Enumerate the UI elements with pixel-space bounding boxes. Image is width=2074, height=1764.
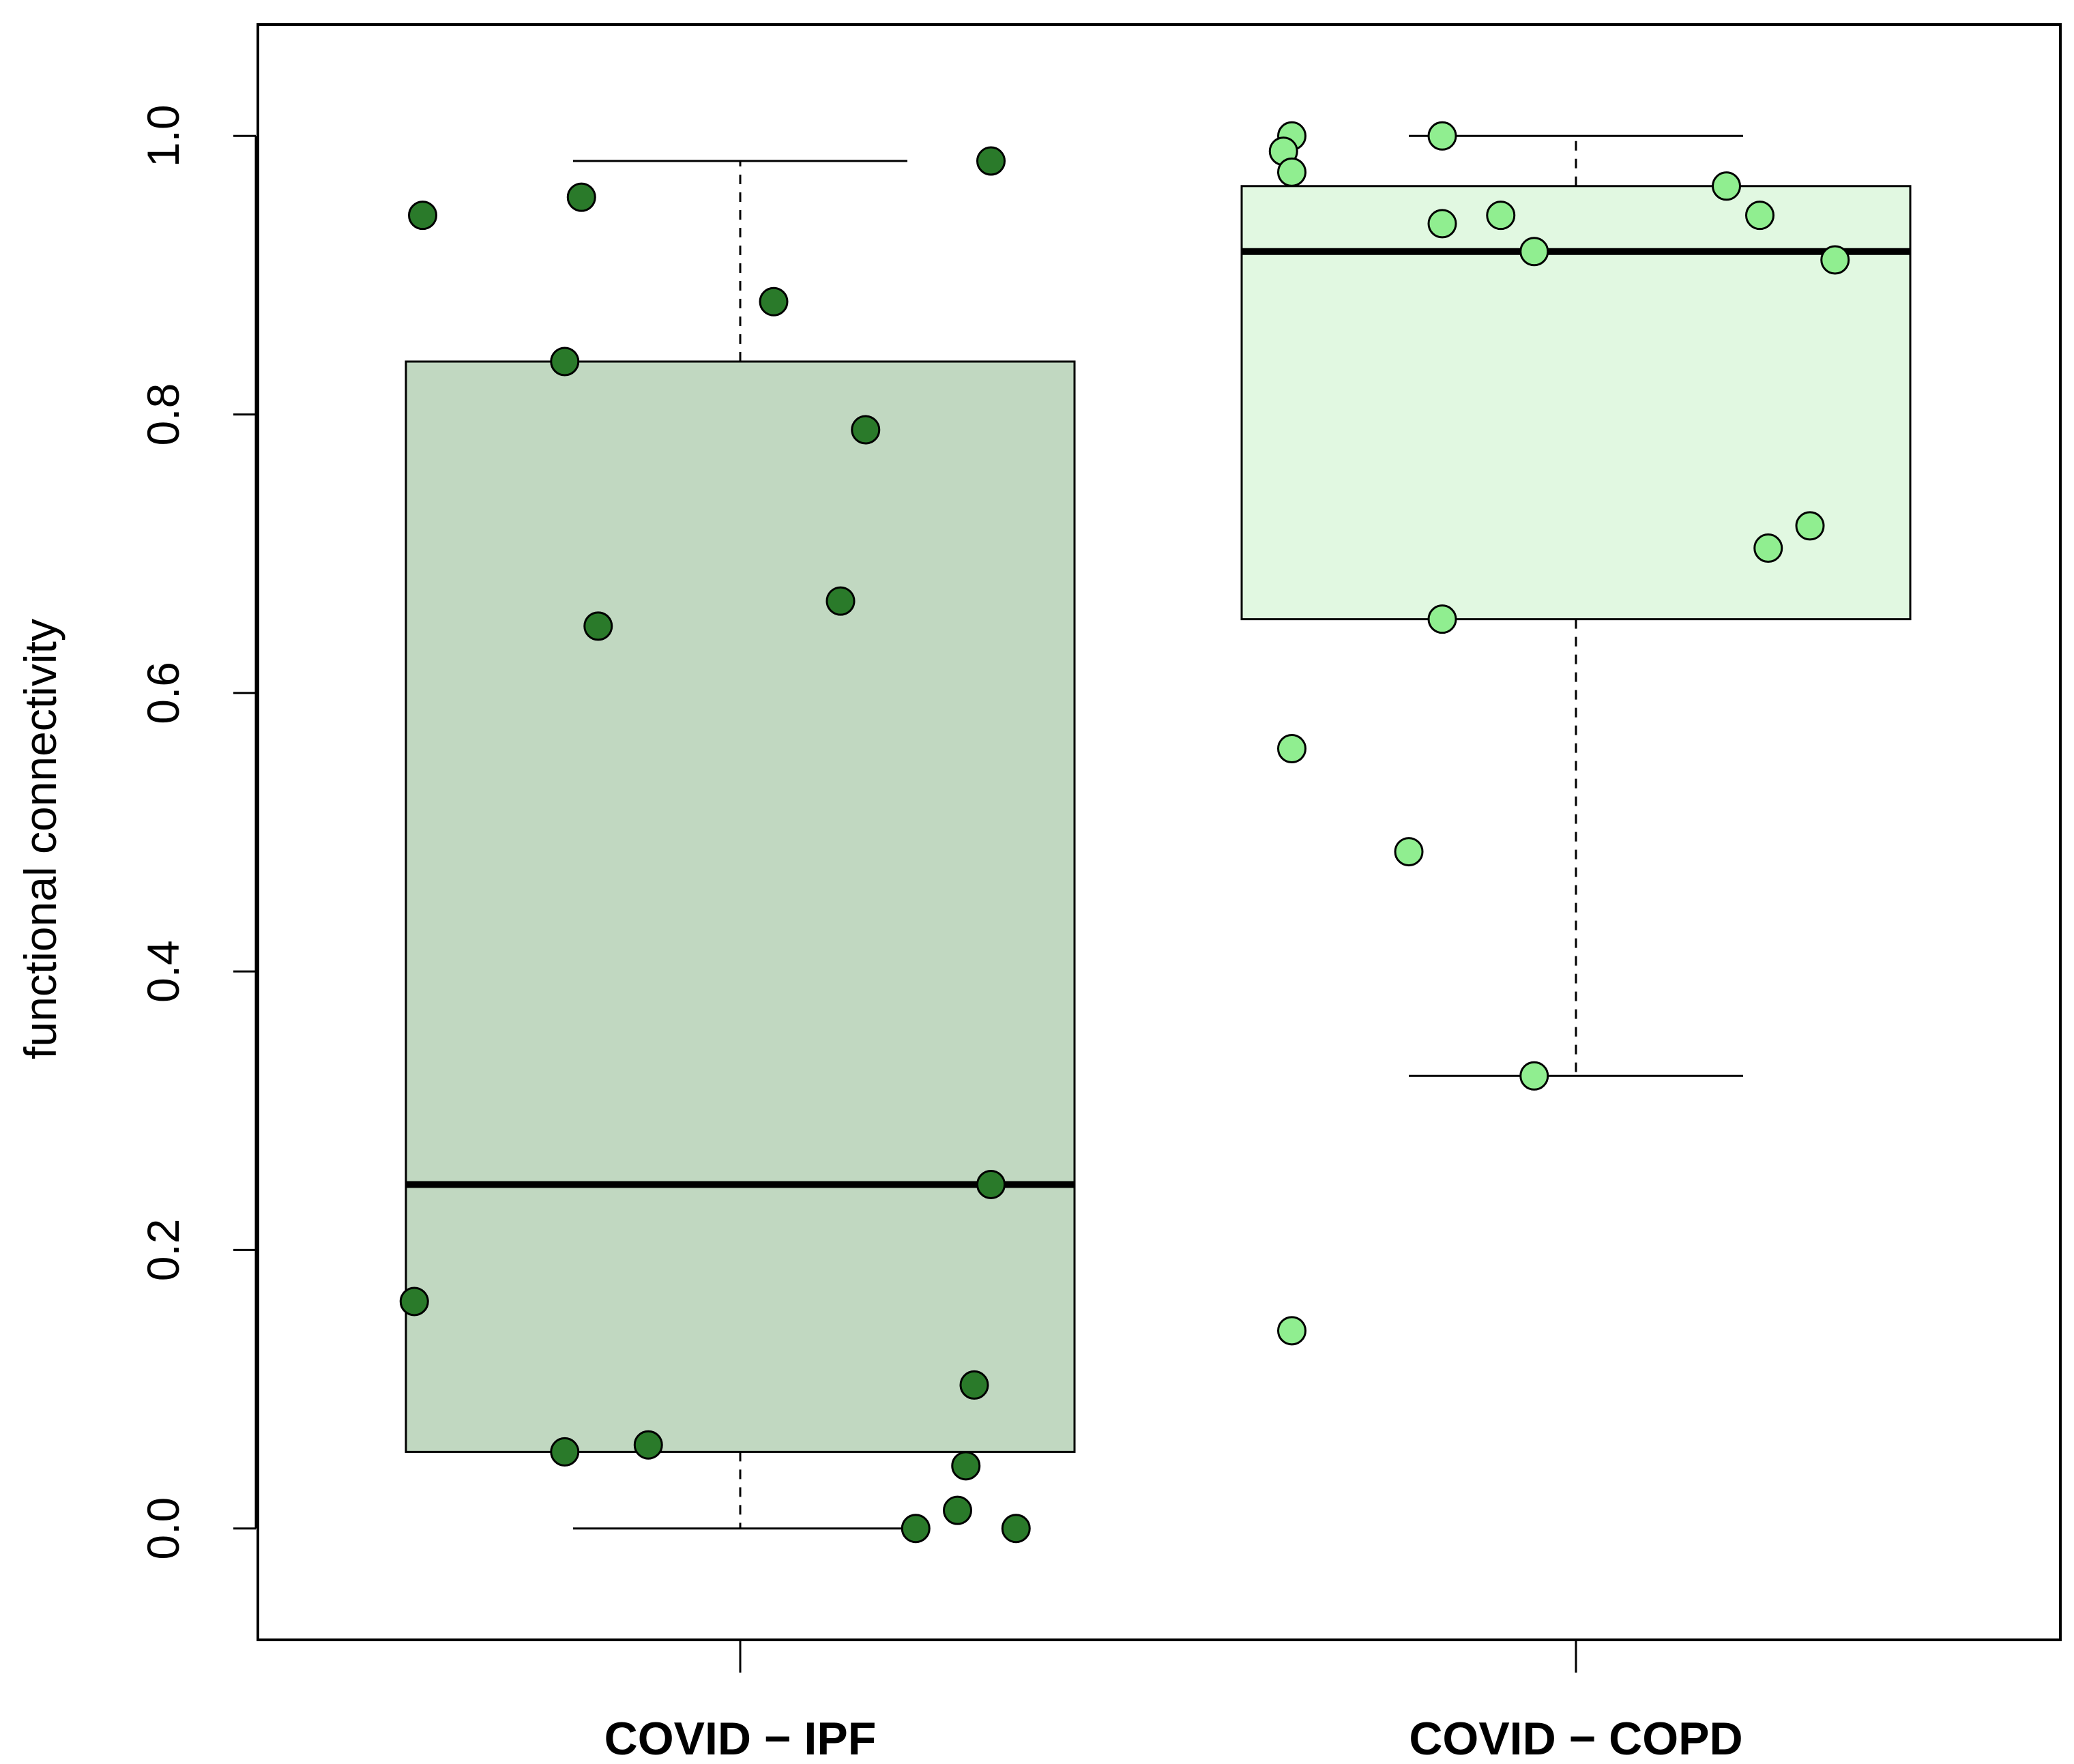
data-point	[1427, 604, 1457, 634]
data-point	[1745, 201, 1774, 231]
x-axis: COVID − IPF COVID − COPD	[604, 1640, 1743, 1764]
data-point	[959, 1370, 989, 1400]
box-group-2	[1240, 134, 1912, 1077]
data-point	[951, 1451, 981, 1481]
plot-frame	[257, 23, 2062, 1641]
points-layer	[399, 121, 1850, 1544]
x-category-label: COVID − IPF	[604, 1713, 877, 1764]
data-point	[851, 415, 881, 445]
data-point	[1753, 533, 1783, 563]
data-point	[826, 586, 856, 616]
data-point	[976, 1169, 1006, 1199]
data-point	[1394, 837, 1424, 867]
data-point	[1277, 1316, 1306, 1346]
y-axis: 0.0 0.2 0.4 0.6 0.8 1.0	[138, 104, 257, 1560]
data-point	[1277, 157, 1306, 187]
data-point	[399, 1287, 429, 1317]
data-point	[566, 182, 596, 212]
data-point	[1519, 237, 1549, 267]
x-category-label: COVID − COPD	[1409, 1713, 1742, 1764]
data-point	[1519, 1061, 1549, 1091]
boxes-layer	[405, 134, 1912, 1530]
iqr-box	[405, 360, 1076, 1453]
data-point	[550, 347, 580, 377]
data-point	[1427, 121, 1457, 151]
box-group-1	[405, 160, 1076, 1530]
data-point	[1427, 209, 1457, 239]
y-tick-label: 0.6	[138, 662, 188, 724]
data-point	[1001, 1514, 1031, 1544]
data-point	[633, 1430, 663, 1460]
data-point	[550, 1437, 580, 1467]
data-point	[583, 611, 613, 641]
y-tick-label: 0.4	[138, 940, 188, 1003]
data-point	[408, 201, 437, 231]
data-point	[1277, 734, 1306, 764]
data-point	[1795, 511, 1825, 541]
y-axis-title: functional connectivity	[15, 619, 65, 1059]
y-tick-label: 1.0	[138, 104, 188, 167]
data-point	[759, 286, 789, 317]
data-point	[1486, 201, 1516, 231]
data-point	[901, 1514, 931, 1544]
data-point	[1820, 245, 1850, 275]
data-point	[943, 1495, 972, 1525]
y-tick-label: 0.0	[138, 1497, 188, 1560]
y-tick-label: 0.8	[138, 383, 188, 446]
iqr-box	[1240, 185, 1912, 621]
data-point	[976, 146, 1006, 176]
y-tick-label: 0.2	[138, 1219, 188, 1282]
data-point	[1712, 171, 1741, 201]
